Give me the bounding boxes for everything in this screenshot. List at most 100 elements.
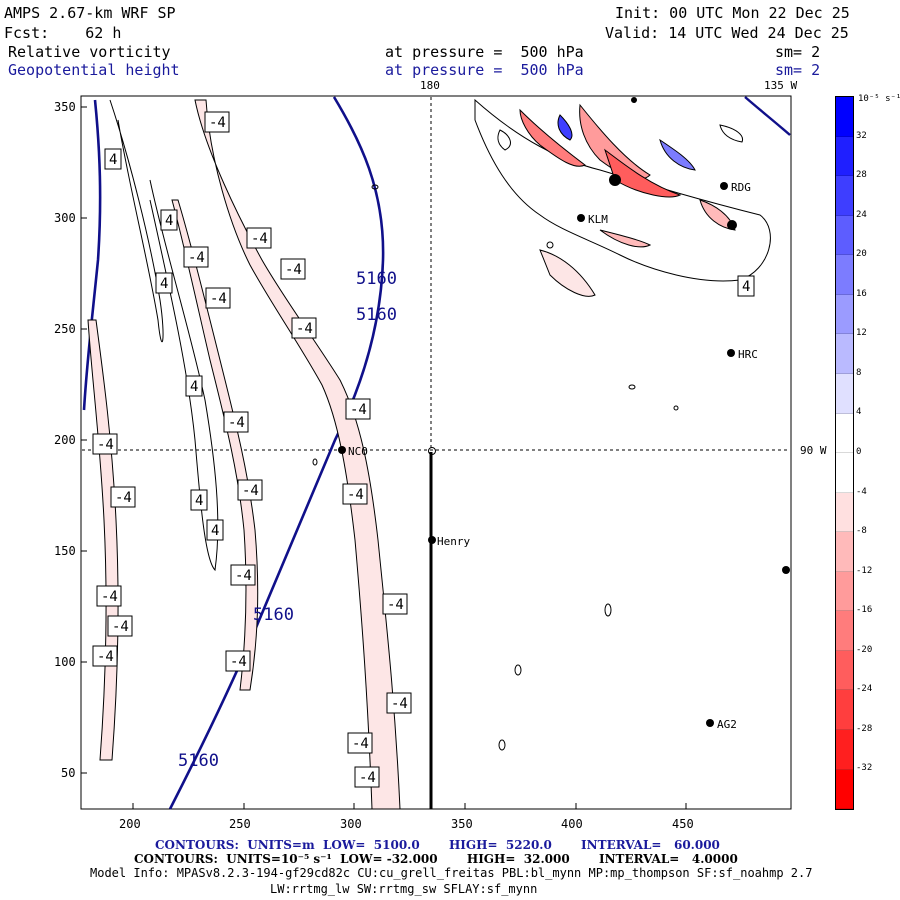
colorbar-tick-label: 4 <box>856 407 862 418</box>
colorbar-segment <box>836 571 853 612</box>
vort-label-box <box>223 411 249 433</box>
colorbar-segment <box>836 532 853 572</box>
vort-label: -4 <box>230 654 247 670</box>
colorbar-tick-label: 8 <box>856 367 862 378</box>
y-tick-50: 50 <box>61 766 75 780</box>
station-marker-cluster-2 <box>609 174 621 186</box>
colorbar-segment <box>836 769 853 810</box>
vort-label-box <box>92 433 118 455</box>
vort-label-box <box>96 585 122 607</box>
header-init-time: Init: 00 UTC Mon 22 Dec 25 <box>615 4 850 22</box>
vort-label: -4 <box>285 262 302 278</box>
vort-label: -4 <box>296 321 313 337</box>
height-label-2: 5160 <box>356 305 397 325</box>
field1-smoothing: sm= 2 <box>775 43 821 61</box>
vort-label: -4 <box>235 568 252 584</box>
vort-label-box <box>237 479 263 501</box>
vort-label: 4 <box>211 523 219 539</box>
y-tick-350: 350 <box>54 100 76 114</box>
colorbar <box>835 96 854 810</box>
colorbar-tick-label: 24 <box>856 209 867 220</box>
colorbar-tick-label: -24 <box>856 684 873 695</box>
station-marker-edge <box>782 566 790 574</box>
vort-label: -4 <box>112 619 129 635</box>
colorbar-segment <box>836 215 853 256</box>
colorbar-tick-label: 32 <box>856 130 867 141</box>
vort-label: 4 <box>109 152 117 168</box>
height-label-3: 5160 <box>253 605 294 625</box>
vorticity-noise-area <box>474 98 771 297</box>
height-contour-west <box>82 99 102 411</box>
field2-name: Geopotential height <box>8 61 180 79</box>
vort-label: -4 <box>387 597 404 613</box>
vort-label-box <box>183 246 209 268</box>
meridian-label-90w: 90 W <box>800 444 827 457</box>
vort-label-box <box>107 615 133 637</box>
vort-label: -4 <box>97 437 114 453</box>
vort-label-box <box>206 519 224 541</box>
colorbar-segment <box>836 650 853 691</box>
vort-label-box <box>92 645 118 667</box>
station-label-hrc: HRC <box>738 348 758 361</box>
y-tick-250: 250 <box>54 322 76 336</box>
vort-label: -4 <box>188 250 205 266</box>
field2-smoothing: sm= 2 <box>775 61 821 79</box>
colorbar-segment <box>836 492 853 533</box>
x-axis: 200 250 300 350 400 450 <box>119 803 694 831</box>
colorbar-tick-label: -8 <box>856 526 867 537</box>
vort-label-box <box>110 486 136 508</box>
header-valid-time: Valid: 14 UTC Wed 24 Dec 25 <box>605 24 849 42</box>
colorbar-segment <box>836 373 853 414</box>
height-label-4: 5160 <box>178 751 219 771</box>
footer-contours-vorticity: CONTOURS: UNITS=10⁻⁵ s⁻¹ LOW= -32.000 HI… <box>134 852 738 866</box>
station-marker-hrc <box>727 349 735 357</box>
plot-frame <box>80 95 792 810</box>
colorbar-tick-label: -32 <box>856 763 873 774</box>
station-label-ag2: AG2 <box>717 718 737 731</box>
station-marker-ag2 <box>706 719 714 727</box>
vorticity-contour-pos-2 <box>149 179 219 572</box>
station-marker-cluster-3 <box>631 97 637 103</box>
x-tick-200: 200 <box>119 817 141 831</box>
vort-label-box <box>345 398 371 420</box>
vort-label: 4 <box>190 379 198 395</box>
station-label-rdg: RDG <box>731 181 751 194</box>
vort-label-box <box>342 483 368 505</box>
colorbar-tick-label: -28 <box>856 723 873 734</box>
vort-label: -4 <box>352 736 369 752</box>
colorbar-tick-label: 0 <box>856 447 862 457</box>
colorbar-tick-label: 16 <box>856 288 867 299</box>
vort-label-box <box>190 489 208 511</box>
y-tick-200: 200 <box>54 433 76 447</box>
meridian-label-135w: 135 W <box>764 79 798 92</box>
station-marker-klm <box>577 214 585 222</box>
x-tick-300: 300 <box>340 817 362 831</box>
vort-label-box <box>204 111 230 133</box>
colorbar-segment <box>836 176 853 216</box>
vorticity-band-3 <box>87 319 119 761</box>
vort-label: -4 <box>347 487 364 503</box>
vort-label-box <box>185 375 203 397</box>
vort-label-box <box>737 275 755 297</box>
vort-label: -4 <box>97 649 114 665</box>
colorbar-segment <box>836 136 853 177</box>
small-contour-5 <box>673 405 679 411</box>
colorbar-tick-label: -16 <box>856 605 873 616</box>
small-contour-3 <box>498 739 506 751</box>
header-title: AMPS 2.67-km WRF SP <box>4 4 176 22</box>
vort-label-box <box>160 209 178 231</box>
station-marker-henry <box>428 536 436 544</box>
small-contour-8 <box>546 241 554 249</box>
vort-label: -4 <box>101 589 118 605</box>
x-tick-400: 400 <box>561 817 583 831</box>
footer-model-info-2: LW:rrtmg_lw SW:rrtmg_sw SFLAY:sf_mynn <box>270 882 538 896</box>
colorbar-segment <box>836 413 853 454</box>
colorbar-segment <box>836 97 853 137</box>
small-contour-1 <box>604 603 612 617</box>
small-contour-7 <box>371 184 379 190</box>
x-tick-350: 350 <box>451 817 473 831</box>
colorbar-segment <box>836 611 853 651</box>
vort-label-box <box>225 650 251 672</box>
station-label-noc: NCO <box>348 445 368 458</box>
station-marker-noc <box>338 446 346 454</box>
